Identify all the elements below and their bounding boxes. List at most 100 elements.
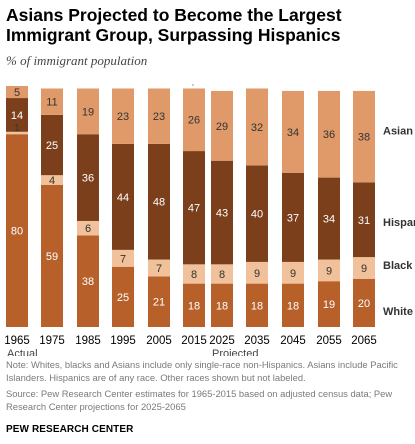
bar-segment-asian-2065: [353, 90, 375, 183]
bar-segment-black-1995: [112, 249, 134, 267]
data-label-hispanic-2045: 37: [287, 212, 299, 224]
chart-source: Source: Pew Research Center estimates fo…: [6, 388, 393, 412]
panel-label-projected: Projected: [212, 348, 258, 356]
bar-segment-black-2005: [148, 259, 170, 277]
data-label-white-1965: 80: [11, 226, 23, 238]
legend-asian: Asian: [383, 126, 413, 138]
data-label-white-2045: 18: [287, 300, 299, 312]
tick-label-1975: 1975: [39, 335, 65, 347]
data-label-hispanic-2035: 40: [251, 209, 263, 221]
data-label-asian-2055: 36: [323, 129, 335, 141]
bar-segment-other-2065: [353, 86, 375, 91]
stacked-bar-chart: 80 114 5 59 4 25 11 38 6 36 19 25 7 44 23 21 7 48 23 18 8 47 2…: [4, 84, 415, 356]
bar-segment-black-1965: [6, 131, 28, 135]
legend-white: White: [383, 306, 413, 318]
bar-segment-white-1975: [41, 184, 63, 327]
bar-segment-white-2015: [183, 283, 205, 327]
data-label-black-2015: 8: [191, 269, 197, 281]
bar-segment-hispanic-2055: [318, 177, 340, 260]
data-label-white-2065: 20: [358, 298, 370, 310]
bar-segment-black-2045: [282, 261, 304, 284]
data-label-hispanic-1995: 44: [117, 192, 129, 204]
bar-segment-other-1975: [41, 86, 63, 89]
data-label-black-1985: 6: [85, 223, 91, 235]
data-label-asian-2015: 26: [188, 115, 200, 127]
bar-segment-other-1995: [112, 86, 134, 89]
bar-segment-asian-2015: [183, 88, 205, 152]
tick-label-1965: 1965: [4, 335, 30, 347]
legend-hispanic: Hispanic: [383, 217, 415, 229]
data-label-white-2005: 21: [153, 297, 165, 309]
chart-note: Note: Whites, blacks and Asians include …: [6, 359, 398, 383]
bar-segment-black-1975: [41, 175, 63, 185]
bar-segment-white-2035: [246, 283, 268, 327]
data-label-white-1975: 59: [46, 251, 58, 263]
data-label-white-2035: 18: [251, 300, 263, 312]
bar-segment-asian-1965: [6, 86, 28, 99]
data-label-hispanic-2025: 43: [216, 208, 228, 220]
data-label-black-2035: 9: [254, 268, 260, 280]
bar-segment-asian-1995: [112, 88, 134, 144]
bar-segment-hispanic-1965: [6, 98, 28, 132]
bar-segment-white-2025: [211, 283, 233, 327]
data-label-black-2065: 9: [361, 263, 367, 275]
bar-segment-other-2035: [246, 86, 268, 89]
data-label-white-2015: 18: [188, 300, 200, 312]
tick-label-2025: 2025: [209, 335, 235, 347]
data-label-hispanic-2015: 47: [188, 203, 200, 215]
data-label-black-2005: 7: [156, 263, 162, 275]
bar-segment-other-2025: [211, 86, 233, 91]
legend-black: Black: [383, 260, 413, 272]
data-label-asian-1975: 11: [46, 97, 57, 109]
bar-segment-white-2005: [148, 276, 170, 327]
bar-segment-black-1985: [77, 220, 99, 236]
tick-label-2035: 2035: [244, 335, 270, 347]
bar-segment-hispanic-1975: [41, 114, 63, 176]
bar-segment-other-2015: [183, 86, 205, 89]
data-label-white-1995: 25: [117, 292, 129, 304]
data-label-asian-2065: 38: [358, 132, 370, 144]
data-label-black-1975: 4: [49, 175, 55, 187]
data-label-asian-2005: 23: [153, 111, 165, 123]
bar-segment-white-1985: [77, 235, 99, 327]
tick-label-2045: 2045: [280, 335, 306, 347]
bar-segment-asian-2005: [148, 88, 170, 144]
bar-segment-black-2055: [318, 259, 340, 282]
bar-segment-hispanic-2045: [282, 172, 304, 262]
bar-segment-other-2045: [282, 86, 304, 91]
tick-label-1985: 1985: [75, 335, 101, 347]
bar-segment-asian-2045: [282, 90, 304, 173]
bar-segment-hispanic-1985: [77, 134, 99, 221]
data-label-asian-2045: 34: [287, 127, 299, 139]
data-label-asian-2035: 32: [251, 122, 263, 134]
bar-segment-hispanic-1995: [112, 143, 134, 250]
bar-segment-hispanic-2065: [353, 182, 375, 258]
data-label-asian-1965: 5: [14, 87, 20, 99]
bar-segment-hispanic-2005: [148, 143, 170, 260]
tick-label-2055: 2055: [316, 335, 342, 347]
data-label-black-1995: 7: [120, 253, 126, 265]
data-label-black-1965: 1: [14, 123, 20, 134]
data-label-black-2055: 9: [326, 265, 332, 277]
bar-segment-white-2055: [318, 281, 340, 327]
bar-segment-white-2045: [282, 283, 304, 327]
tick-label-1995: 1995: [110, 335, 136, 347]
bar-segment-asian-1975: [41, 88, 63, 115]
bar-segment-other-1985: [77, 86, 99, 89]
data-label-hispanic-1965: 14: [11, 110, 23, 122]
bar-segment-hispanic-2035: [246, 165, 268, 262]
bar-segment-white-1965: [6, 134, 28, 327]
data-label-asian-2025: 29: [216, 121, 228, 133]
bar-segment-black-2015: [183, 264, 205, 284]
bar-segment-other-2055: [318, 86, 340, 91]
chart-subtitle: % of immigrant population: [6, 53, 148, 68]
bar-segment-black-2035: [246, 261, 268, 284]
data-label-white-1985: 38: [82, 276, 94, 288]
bar-segment-asian-2025: [211, 90, 233, 161]
data-label-asian-1985: 19: [82, 106, 94, 118]
bar-segment-hispanic-2025: [211, 160, 233, 265]
panel-label-actual: Actual: [7, 348, 38, 356]
tick-label-2065: 2065: [351, 335, 377, 347]
data-label-hispanic-2055: 34: [323, 214, 335, 226]
tick-label-2015: 2015: [181, 335, 207, 347]
